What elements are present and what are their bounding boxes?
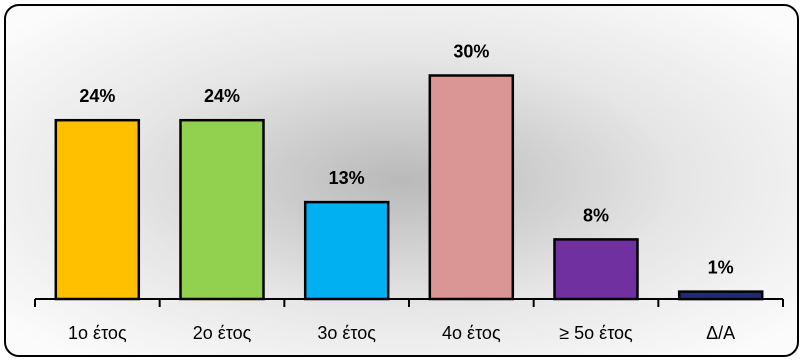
category-label-4: ≥ 5ο έτος [559, 323, 633, 343]
bar-3 [428, 74, 515, 301]
data-label-4: 8% [583, 205, 609, 225]
data-label-2: 13% [329, 168, 365, 188]
ticks-group [34, 299, 784, 307]
labels-group: 24% 1ο έτος 24% 2ο έτος 13% 3ο έτος 30% 4ο έτος… [68, 42, 735, 344]
data-label-1: 24% [204, 86, 240, 106]
data-label-5: 1% [708, 258, 734, 278]
category-label-0: 1ο έτος [68, 323, 127, 343]
category-label-5: Δ/Α [706, 323, 735, 343]
bar-5 [677, 290, 764, 301]
bar-0 [54, 118, 141, 301]
category-label-1: 2ο έτος [193, 323, 252, 343]
bar-2 [303, 200, 390, 301]
category-label-3: 4ο έτος [442, 323, 501, 343]
bar-4 [553, 238, 639, 301]
data-label-0: 24% [79, 86, 115, 106]
data-label-3: 30% [453, 42, 489, 62]
category-label-2: 3ο έτος [317, 323, 376, 343]
bar-1 [179, 118, 265, 301]
bars-group [54, 74, 764, 301]
